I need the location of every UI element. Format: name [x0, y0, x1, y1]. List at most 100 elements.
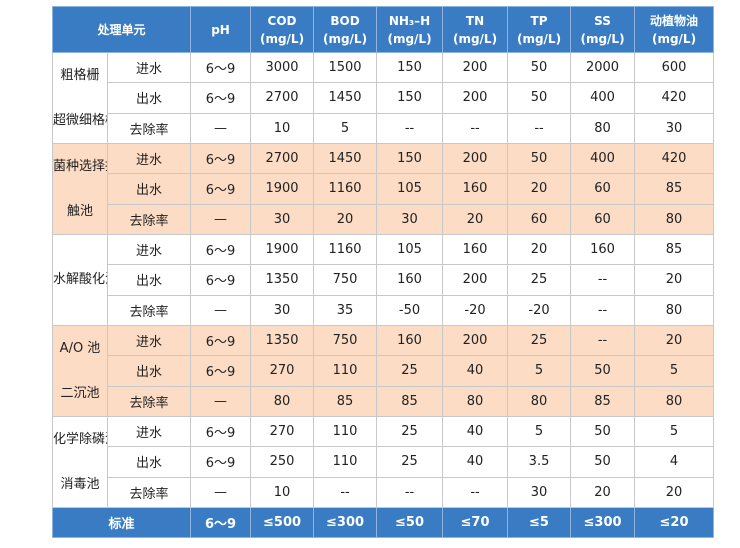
table-row: 去除率 —10 5 -- -- -- 80 30: [53, 112, 715, 145]
table-cell: 2000: [570, 51, 636, 84]
table-cell: 去除率: [106, 294, 192, 326]
table-cell: 3.5: [507, 446, 572, 478]
table-cell: —: [190, 476, 252, 508]
table-body: 粗格栅超微细格栅进水6～930001500150200502000600出水6～…: [52, 51, 715, 508]
table-cell: 200: [442, 324, 509, 357]
table-cell: 去除率: [106, 476, 192, 508]
data-table: 处理单元 pH COD (mg/L) BOD (mg/L) NH₃–H (mg/L) TN (m…: [51, 6, 715, 538]
unit-name: 二沉池: [60, 385, 100, 401]
footer-cell: ≤20: [634, 506, 715, 538]
table-cell: 270: [250, 355, 315, 387]
column-unit: (mg/L): [259, 31, 305, 46]
column-name: COD: [267, 13, 297, 28]
table-cell: 50: [570, 355, 636, 387]
table-cell: 2700: [250, 142, 315, 175]
table-cell: --: [570, 324, 636, 357]
table-cell: --: [570, 294, 636, 326]
table-cell: 80: [570, 112, 636, 145]
table-cell: 50: [507, 82, 572, 114]
table-cell: 80: [634, 294, 715, 326]
table-cell: 2700: [250, 82, 315, 114]
table-cell: 80: [250, 385, 315, 417]
table-row: A/O 池二沉池 进水 6～9 1350 750 160 200 25 -- 20: [52, 324, 715, 417]
unit-cell: 化学除磷池消毒池: [52, 415, 108, 508]
column-name: TP: [530, 13, 548, 28]
table-cell: 出水: [106, 173, 192, 205]
table-row: 出水 6～9 270 110 25 40 5 50 5: [53, 355, 715, 387]
table-cell: —: [190, 203, 252, 236]
table-cell: 600: [634, 51, 715, 84]
table-cell: 200: [442, 82, 509, 114]
table-cell: 30: [634, 112, 715, 145]
table-cell: 进水: [106, 415, 192, 448]
table-cell: 80: [634, 203, 715, 236]
column-name: NH₃–H: [388, 13, 431, 28]
footer-cell: ≤300: [570, 506, 636, 538]
table-cell: 出水: [106, 355, 192, 387]
table-row: 去除率 —10 -- -- -- 30 20 20: [53, 476, 715, 508]
table-cell: 20: [442, 203, 509, 236]
table-cell: 200: [442, 51, 509, 84]
table-cell: 20: [634, 476, 715, 508]
column-unit: (mg/L): [516, 31, 562, 46]
table-cell: 40: [442, 446, 509, 478]
unit-name: 粗格栅: [60, 68, 100, 83]
table-cell: 6～9: [190, 446, 252, 478]
table-cell: 25: [376, 415, 444, 448]
table-cell: 进水: [106, 324, 192, 357]
table-cell: 110: [313, 446, 378, 478]
table-cell: 去除率: [106, 112, 192, 145]
table-cell: --: [570, 264, 636, 296]
table-cell: 150: [376, 51, 444, 84]
unit-cell: A/O 池二沉池: [52, 324, 108, 417]
table-cell: 85: [376, 385, 444, 417]
table-cell: —: [190, 385, 252, 417]
table-cell: 60: [570, 203, 636, 236]
table-cell: 400: [570, 142, 636, 175]
table-cell: 250: [250, 446, 315, 478]
table-cell: 105: [376, 233, 444, 266]
footer-row: 标准 6～9 ≤500 ≤300 ≤50 ≤70 ≤5 ≤300 ≤20: [51, 506, 715, 538]
table-cell: --: [442, 112, 509, 145]
table-row: 去除率 —80 85 85 80 80 85 80: [53, 385, 715, 417]
table-cell: 25: [507, 264, 572, 296]
table-cell: 去除率: [106, 385, 192, 417]
table-cell: 40: [442, 415, 509, 448]
table-cell: 50: [570, 446, 636, 478]
table-cell: 进水: [106, 142, 192, 175]
footer-cell: ≤70: [442, 506, 509, 538]
table-cell: 150: [376, 82, 444, 114]
table-row: 出水 6～9 1350 750 160 200 25 -- 20: [53, 264, 715, 296]
table-footer: 标准 6～9 ≤500 ≤300 ≤50 ≤70 ≤5 ≤300 ≤20: [51, 506, 715, 538]
column-name: 动植物油: [650, 13, 699, 28]
table-cell: --: [376, 476, 444, 508]
table-cell: 20: [570, 476, 636, 508]
table-cell: 750: [313, 324, 378, 357]
table-cell: 25: [376, 446, 444, 478]
table-cell: 5: [634, 415, 715, 448]
header-cell: NH₃–H (mg/L): [376, 6, 444, 53]
table-cell: 出水: [106, 82, 192, 114]
header-cell: BOD (mg/L): [313, 6, 378, 53]
table-cell: 50: [507, 51, 572, 84]
column-name: TN: [465, 13, 485, 28]
table-cell: 去除率: [106, 203, 192, 236]
header-cell: pH: [190, 6, 252, 53]
table-cell: 160: [376, 264, 444, 296]
table-row: 出水 6～9 2700 1450 150 200 50 400 420: [53, 82, 715, 114]
table-cell: -20: [442, 294, 509, 326]
table-cell: 5: [634, 355, 715, 387]
table-cell: --: [442, 476, 509, 508]
table-cell: 30: [250, 294, 315, 326]
table-cell: 6～9: [190, 233, 252, 266]
table-cell: --: [507, 112, 572, 145]
table-cell: 400: [570, 82, 636, 114]
table-cell: 420: [634, 82, 715, 114]
table-cell: 35: [313, 294, 378, 326]
table-cell: 25: [507, 324, 572, 357]
table-cell: 110: [313, 355, 378, 387]
unit-cell: 水解酸化池: [52, 234, 108, 326]
